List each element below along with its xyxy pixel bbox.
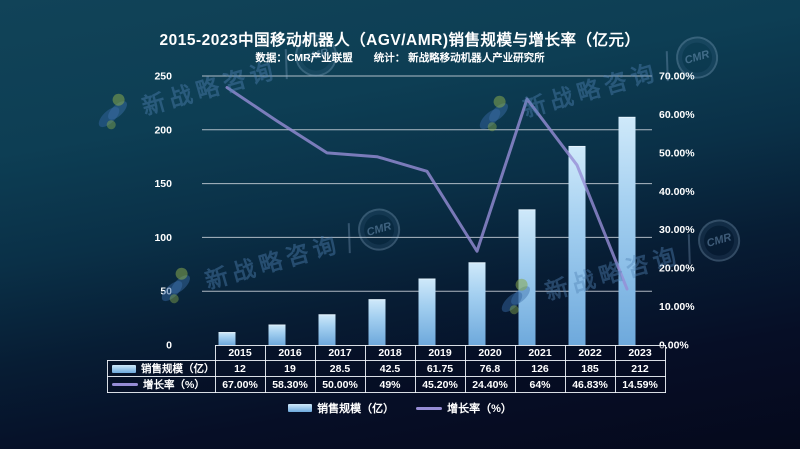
sales-value-cell: 61.75	[414, 360, 466, 377]
year-cell: 2018	[364, 345, 416, 361]
chart-subtitle: 数据：CMR产业联盟 统计： 新战略移动机器人产业研究所	[255, 52, 545, 64]
bar-2015	[218, 332, 236, 345]
right-axis-tick: 0.00%	[659, 340, 689, 352]
right-axis-labels: 0.00% 10.00% 20.00% 30.00% 40.00% 50.00% 60.00…	[659, 71, 695, 352]
year-cell: 2017	[314, 345, 366, 361]
bar-2019	[418, 278, 436, 345]
year-cell: 2016	[264, 345, 316, 361]
bar-2016	[268, 324, 286, 345]
sales-value-cell: 185	[564, 360, 616, 377]
left-axis-tick: 0	[166, 340, 172, 352]
sales-row-header: 销售规模（亿）	[107, 360, 216, 377]
sales-value-cell: 76.8	[464, 360, 516, 377]
right-axis-tick: 40.00%	[659, 186, 695, 198]
growth-value-cell: 14.59%	[614, 376, 666, 393]
year-cell: 2015	[214, 345, 266, 361]
year-cell: 2019	[414, 345, 466, 361]
left-axis-tick: 100	[154, 232, 172, 244]
sales-value-cell: 12	[214, 360, 266, 377]
left-axis-tick: 250	[154, 71, 172, 83]
left-axis-tick: 200	[154, 124, 172, 136]
sales-value-cell: 19	[264, 360, 316, 377]
bar-series	[218, 116, 636, 345]
growth-value-cell: 24.40%	[464, 376, 516, 393]
bar-2020	[468, 262, 486, 345]
bar-swatch-icon	[288, 404, 313, 412]
chart-legend: 销售规模（亿） 增长率（%）	[0, 400, 800, 416]
right-axis-tick: 20.00%	[659, 263, 695, 275]
left-axis-tick: 50	[160, 286, 172, 298]
data-table: 2015 2016 2017 2018 2019 2020 2021 2022 2023 销售规模…	[107, 345, 666, 393]
bar-2021	[518, 209, 536, 345]
sales-value-cell: 126	[514, 360, 566, 377]
growth-value-cell: 64%	[514, 376, 566, 393]
left-axis-tick: 150	[154, 178, 172, 190]
growth-value-cell: 45.20%	[414, 376, 466, 393]
legend-item-growth: 增长率（%）	[416, 400, 512, 416]
year-cell: 2023	[614, 345, 666, 361]
bar-2023	[618, 116, 636, 345]
legend-item-sales: 销售规模（亿）	[288, 400, 394, 416]
bar-2017	[318, 314, 336, 345]
right-axis-tick: 50.00%	[659, 147, 695, 159]
year-cell: 2021	[514, 345, 566, 361]
sales-value-cell: 212	[614, 360, 666, 377]
year-cell: 2020	[464, 345, 516, 361]
bar-2022	[568, 145, 586, 345]
line-swatch-icon	[416, 406, 443, 410]
sales-value-cell: 28.5	[314, 360, 366, 377]
growth-line	[225, 86, 629, 291]
growth-value-cell: 46.83%	[564, 376, 616, 393]
year-cell: 2022	[564, 345, 616, 361]
legend-bar-label: 销售规模（亿）	[317, 403, 395, 415]
growth-value-cell: 50.00%	[314, 376, 366, 393]
legend-line-label: 增长率（%）	[447, 403, 512, 415]
chart-title: 2015-2023中国移动机器人（AGV/AMR)销售规模与增长率（亿元）	[159, 32, 641, 49]
growth-row-header: 增长率（%）	[107, 376, 216, 393]
bar-2018	[368, 299, 386, 345]
growth-value-cell: 67.00%	[214, 376, 266, 393]
growth-value-cell: 58.30%	[264, 376, 316, 393]
right-axis-tick: 60.00%	[659, 109, 695, 121]
right-axis-tick: 30.00%	[659, 224, 695, 236]
left-axis-labels: 0 50 100 150 200 250	[154, 71, 172, 352]
bar-swatch-icon	[112, 364, 136, 373]
line-swatch-icon	[112, 383, 138, 386]
sales-value-cell: 42.5	[364, 360, 416, 377]
right-axis-tick: 10.00%	[659, 301, 695, 313]
table-corner-blank	[108, 346, 216, 361]
right-axis-tick: 70.00%	[659, 71, 695, 83]
growth-value-cell: 49%	[364, 376, 416, 393]
